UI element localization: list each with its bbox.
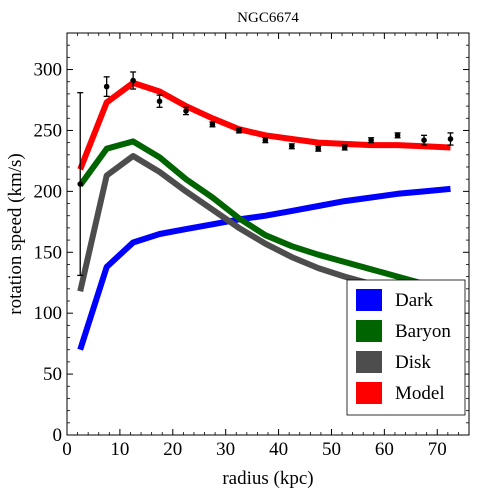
legend-label: Baryon [395, 321, 451, 342]
y-tick-label: 50 [43, 364, 62, 385]
y-axis-label: rotation speed (km/s) [5, 153, 26, 314]
x-tick-label: 30 [216, 439, 235, 460]
y-tick-label: 250 [34, 120, 63, 141]
series-line-dark [77, 185, 451, 351]
x-tick-label: 10 [110, 439, 129, 460]
data-point-marker [394, 132, 401, 139]
legend-item-dark: Dark [356, 289, 433, 311]
x-tick-label: 20 [163, 439, 182, 460]
observed-point [368, 137, 375, 144]
observed-point [288, 143, 295, 150]
data-point-marker [130, 77, 136, 84]
x-axis-label: radius (kpc) [222, 468, 313, 489]
x-axis-ticks: 0 10 20 30 40 50 60 70 [62, 33, 459, 460]
legend-swatch [356, 320, 382, 342]
observed-point [447, 132, 454, 146]
observed-point [77, 92, 84, 277]
chart-title: NGC6674 [237, 10, 299, 26]
y-tick-label: 150 [34, 242, 63, 263]
legend: Dark Baryon Disk Model [346, 279, 466, 416]
y-axis-ticks: 0 50 100 150 200 250 300 [34, 44, 469, 446]
x-tick-label: 50 [322, 439, 341, 460]
legend-label: Model [395, 383, 445, 404]
data-point-marker [341, 144, 348, 151]
legend-label: Dark [395, 290, 433, 311]
legend-swatch [356, 351, 382, 373]
data-point-marker [236, 127, 242, 134]
data-point-marker [262, 137, 269, 143]
data-point-marker [209, 121, 216, 128]
observed-point [156, 94, 163, 108]
observed-point [103, 76, 110, 97]
observed-point [235, 127, 242, 134]
observed-point [262, 137, 269, 144]
x-tick-label: 0 [62, 439, 72, 460]
x-tick-label: 40 [269, 439, 288, 460]
observed-point [183, 106, 190, 116]
observed-points [77, 71, 454, 277]
data-point-marker [156, 98, 163, 105]
series-line-baryon [77, 138, 452, 293]
y-tick-label: 300 [34, 60, 63, 81]
legend-swatch [356, 289, 382, 311]
data-point-marker [368, 137, 374, 143]
y-tick-label: 0 [53, 425, 63, 446]
data-point-marker [183, 108, 189, 114]
series-curves [77, 79, 452, 351]
legend-swatch [356, 382, 382, 404]
observed-point [341, 144, 348, 151]
y-tick-label: 100 [34, 303, 63, 324]
observed-point [209, 121, 216, 128]
data-point-marker [77, 181, 84, 187]
legend-item-model: Model [356, 382, 445, 404]
observed-point [130, 71, 137, 90]
data-point-marker [315, 145, 322, 152]
legend-item-baryon: Baryon [356, 320, 451, 342]
legend-item-disk: Disk [356, 351, 431, 373]
legend-label: Disk [395, 352, 431, 373]
y-tick-label: 200 [34, 181, 63, 202]
data-point-marker [447, 136, 454, 142]
observed-point [394, 132, 401, 139]
x-tick-label: 70 [428, 439, 447, 460]
x-tick-label: 60 [375, 439, 394, 460]
data-point-marker [289, 143, 295, 150]
data-point-marker [103, 83, 110, 90]
series-line-model [77, 79, 451, 171]
observed-point [421, 134, 428, 146]
data-point-marker [421, 137, 427, 143]
observed-point [315, 145, 322, 152]
